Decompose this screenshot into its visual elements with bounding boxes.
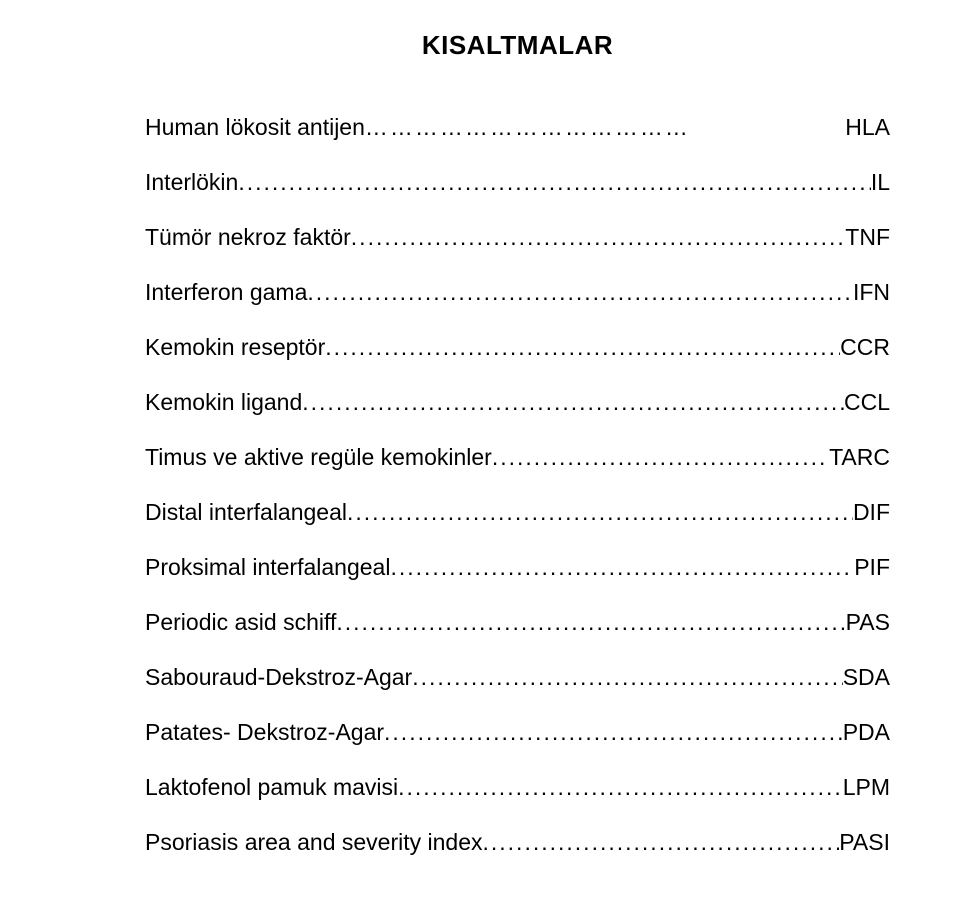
abbr-entry: Psoriasis area and severity index.......… — [145, 831, 890, 854]
abbr-term: Periodic asid schiff — [145, 611, 336, 634]
leader-dots: ........................................… — [492, 446, 829, 469]
leader-dots: ........................................… — [351, 226, 845, 249]
abbr-code: TARC — [829, 446, 890, 469]
abbr-term: Timus ve aktive regüle kemokinler — [145, 446, 492, 469]
leader-dots: ........................................… — [325, 336, 840, 359]
abbr-term: Human lökosit antijen — [145, 116, 365, 139]
abbr-entry: Periodic asid schiff....................… — [145, 611, 890, 634]
leader-dots: ........................................… — [336, 611, 845, 634]
leader-dots: ........................................… — [398, 776, 843, 799]
abbr-term: Sabouraud-Dekstroz-Agar — [145, 666, 412, 689]
abbr-entry: Patates- Dekstroz-Agar..................… — [145, 721, 890, 744]
abbr-term: Tümör nekroz faktör — [145, 226, 351, 249]
leader-dots: ........................................… — [302, 391, 844, 414]
leader-dots: ........................................… — [347, 501, 853, 524]
abbr-term: Interlökin — [145, 171, 238, 194]
abbr-entry: Distal interfalangeal...................… — [145, 501, 890, 524]
abbr-term: Patates- Dekstroz-Agar — [145, 721, 384, 744]
abbr-code: HLA — [845, 116, 890, 139]
leader-dots: ........................................… — [483, 831, 840, 854]
abbr-code: PASI — [839, 831, 890, 854]
leader-dots: ………………………………… — [365, 116, 845, 139]
abbr-entry: Kemokin reseptör........................… — [145, 336, 890, 359]
abbr-entry: Laktofenol pamuk mavisi.................… — [145, 776, 890, 799]
abbr-term: Kemokin reseptör — [145, 336, 325, 359]
abbr-code: PIF — [854, 556, 890, 579]
leader-dots: ........................................… — [390, 556, 854, 579]
abbr-entry: Tümör nekroz faktör.....................… — [145, 226, 890, 249]
abbr-entry: Timus ve aktive regüle kemokinler.......… — [145, 446, 890, 469]
abbr-entry: Interlökin..............................… — [145, 171, 890, 194]
abbr-code: PDA — [843, 721, 890, 744]
abbr-term: Proksimal interfalangeal — [145, 556, 390, 579]
leader-dots: ........................................… — [412, 666, 843, 689]
abbr-entry: Proksimal interfalangeal................… — [145, 556, 890, 579]
abbr-code: IFN — [853, 281, 890, 304]
abbr-entry: Human lökosit antijen…………………………………HLA — [145, 116, 890, 139]
abbr-code: CCL — [844, 391, 890, 414]
leader-dots: ........................................… — [384, 721, 843, 744]
abbr-term: Distal interfalangeal — [145, 501, 347, 524]
abbr-code: IL — [871, 171, 890, 194]
leader-dots: ........................................… — [307, 281, 853, 304]
abbreviation-list: Human lökosit antijen…………………………………HLA Int… — [145, 116, 890, 854]
abbr-term: Psoriasis area and severity index — [145, 831, 483, 854]
abbr-term: Interferon gama — [145, 281, 307, 304]
abbr-code: TNF — [845, 226, 890, 249]
abbr-entry: Sabouraud-Dekstroz-Agar.................… — [145, 666, 890, 689]
abbr-code: CCR — [840, 336, 890, 359]
page-title: KISALTMALAR — [145, 30, 890, 61]
abbr-code: DIF — [853, 501, 890, 524]
abbr-term: Kemokin ligand — [145, 391, 302, 414]
leader-dots: ........................................… — [238, 171, 870, 194]
abbr-entry: Interferon gama.........................… — [145, 281, 890, 304]
document-page: KISALTMALAR Human lökosit antijen…………………… — [0, 0, 960, 900]
abbr-code: PAS — [846, 611, 890, 634]
abbr-code: LPM — [843, 776, 890, 799]
abbr-code: SDA — [843, 666, 890, 689]
abbr-entry: Kemokin ligand..........................… — [145, 391, 890, 414]
abbr-term: Laktofenol pamuk mavisi — [145, 776, 398, 799]
